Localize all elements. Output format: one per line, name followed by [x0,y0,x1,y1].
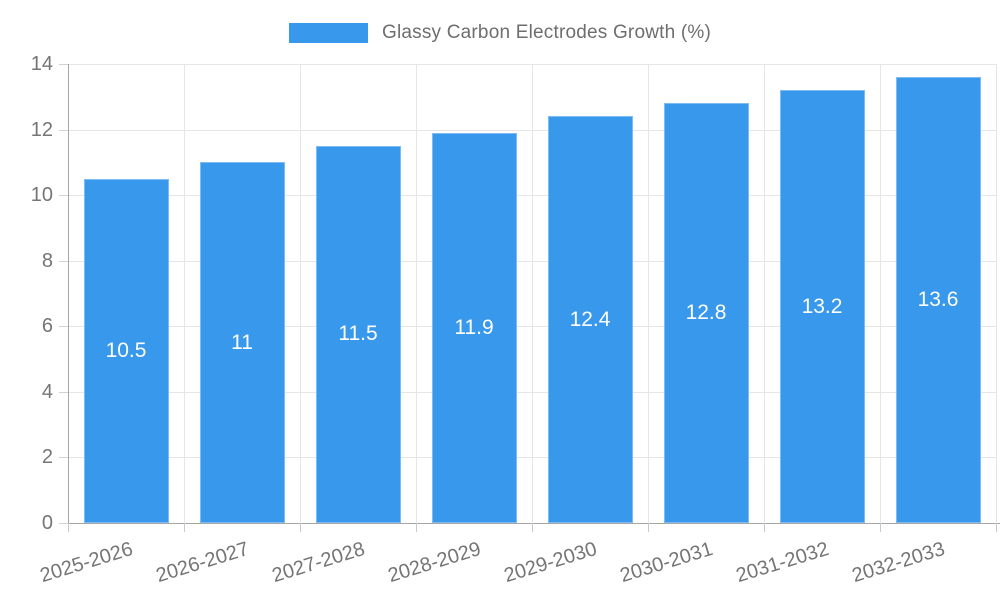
x-tick-mark [300,523,301,532]
y-tick-label: 4 [41,380,53,403]
x-gridline [648,64,649,523]
x-tick-mark [996,523,997,532]
x-gridline [300,64,301,523]
bar[interactable]: 11.9 [431,132,517,523]
x-tick-label: 2028-2029 [385,538,484,588]
bar-value-label: 11 [231,330,253,354]
x-tick-mark [532,523,533,532]
y-tick-mark [59,457,68,459]
bar-value-label: 10.5 [105,338,147,362]
x-gridline [880,64,881,523]
y-tick-label: 12 [30,118,53,141]
bar-value-label: 13.2 [801,294,843,318]
legend-item[interactable]: Glassy Carbon Electrodes Growth (%) [288,22,712,44]
x-gridline [764,64,765,523]
x-tick-mark [68,523,69,532]
x-tick-label: 2025-2026 [37,538,136,588]
y-tick-mark [59,326,68,328]
x-tick-mark [184,523,185,532]
y-tick-label: 14 [30,53,53,75]
x-tick-mark [880,523,881,532]
x-tick-mark [648,523,649,532]
bar[interactable]: 12.8 [663,103,749,523]
y-tick-mark [59,260,68,262]
x-tick-label: 2030-2031 [617,538,716,588]
y-tick-mark [59,64,68,65]
bar[interactable]: 13.6 [895,77,981,523]
y-tick-mark [59,129,68,131]
y-tick-mark [59,195,68,197]
bar-value-label: 12.4 [569,307,611,331]
y-tick-label: 10 [30,184,53,207]
x-gridline [416,64,417,523]
x-tick-label: 2032-2033 [849,538,948,588]
bar[interactable]: 12.4 [547,116,633,523]
legend-color-swatch-icon [288,23,368,43]
x-gridline [532,64,533,523]
chart-legend: Glassy Carbon Electrodes Growth (%) [0,20,1000,46]
y-tick-mark [59,391,68,393]
x-gridline [996,64,997,523]
x-axis-line [68,523,1000,524]
x-tick-label: 2029-2030 [501,538,600,588]
bar-value-label: 12.8 [685,301,727,325]
bar-value-label: 13.6 [917,288,959,312]
y-tick-label: 8 [41,249,53,272]
x-tick-label: 2026-2027 [153,538,252,588]
bar[interactable]: 10.5 [83,178,169,523]
bar-value-label: 11.9 [454,315,494,339]
bar-value-label: 11.5 [338,322,378,346]
bar[interactable]: 11.5 [315,145,401,523]
x-tick-mark [764,523,765,532]
bar[interactable]: 11 [199,162,285,523]
x-tick-label: 2031-2032 [733,538,832,588]
x-gridline [184,64,185,523]
x-tick-label: 2027-2028 [269,538,368,588]
x-tick-mark [416,523,417,532]
bar[interactable]: 13.2 [779,90,865,523]
y-tick-mark [59,523,68,524]
y-tick-label: 6 [41,315,53,338]
y-axis-line [68,64,69,523]
legend-label: Glassy Carbon Electrodes Growth (%) [381,22,712,43]
y-tick-label: 2 [41,446,53,469]
y-tick-label: 0 [41,512,53,534]
